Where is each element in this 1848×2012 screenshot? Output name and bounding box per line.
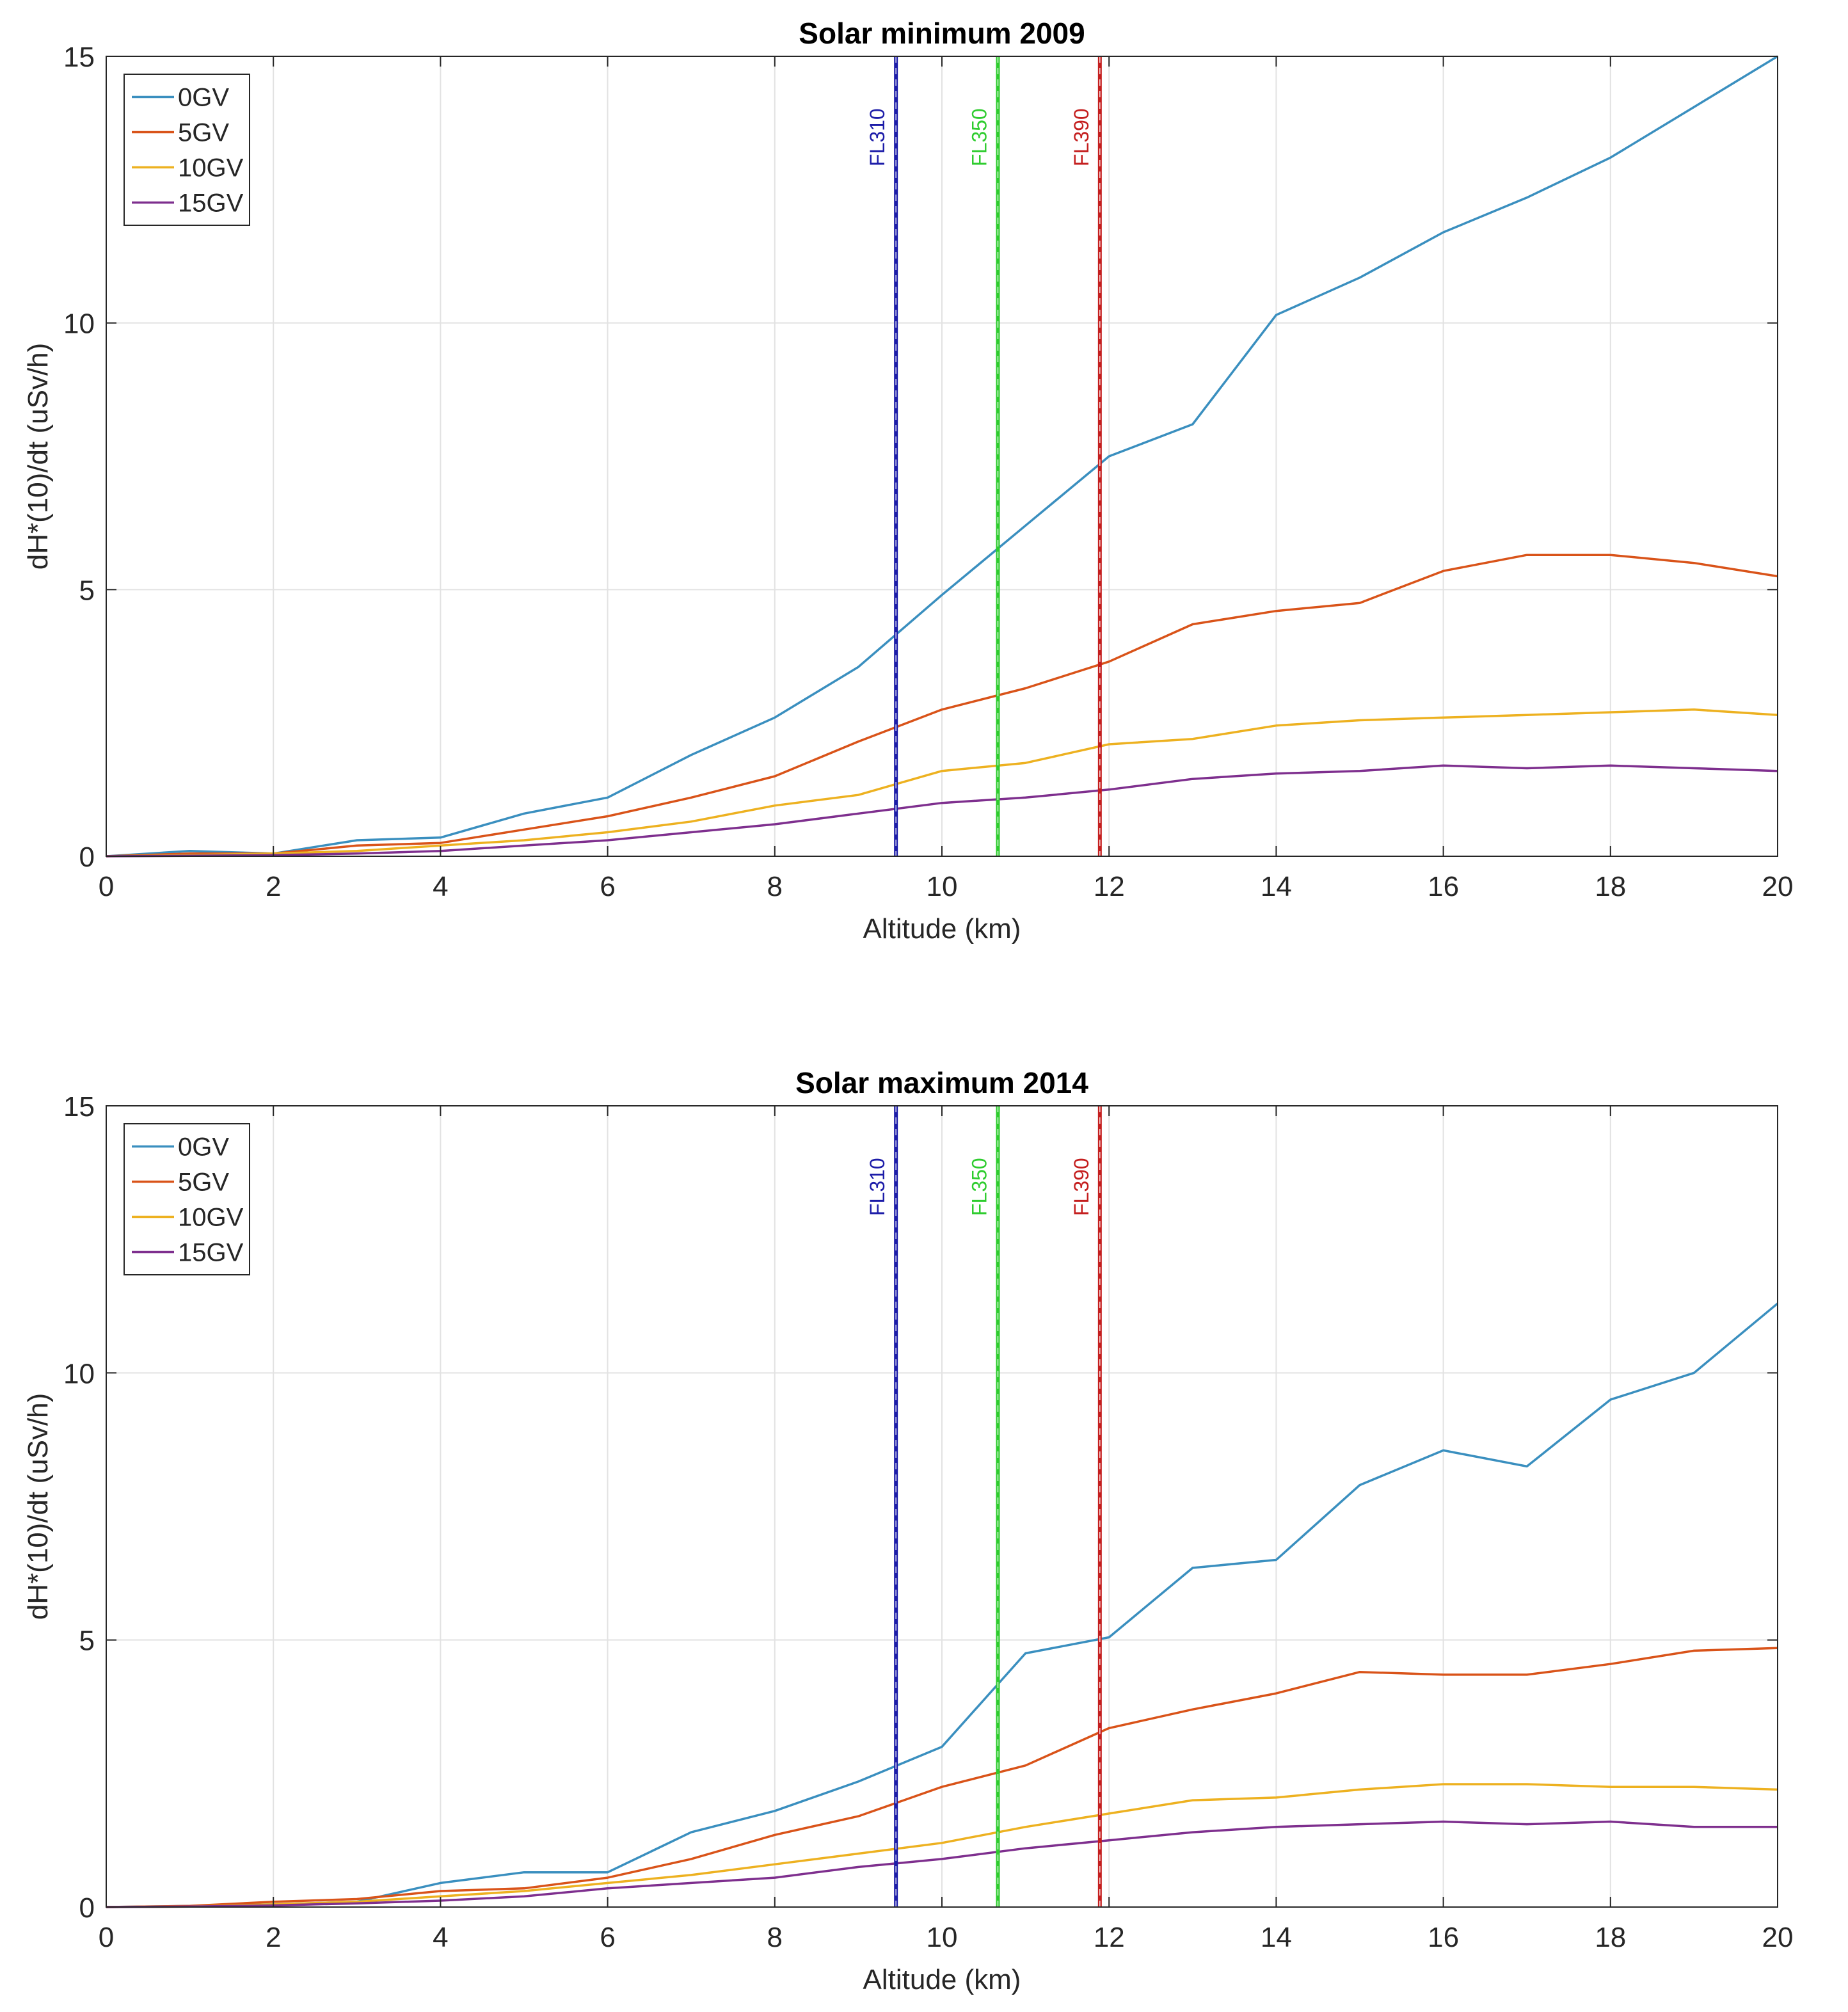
chart-title: Solar maximum 2014: [795, 1066, 1088, 1099]
series-line-5GV: [106, 554, 1778, 858]
legend-label: 0GV: [178, 1133, 229, 1162]
legend: 0GV 5GV 10GV 15GV: [123, 74, 250, 226]
x-tick-label: 0: [99, 1922, 114, 1953]
x-tick-label: 18: [1595, 871, 1626, 902]
legend-label: 5GV: [178, 1169, 229, 1197]
y-tick-label: 10: [63, 308, 95, 340]
legend: 0GV 5GV 10GV 15GV: [123, 1123, 250, 1275]
y-tick-label: 10: [63, 1358, 95, 1389]
legend-label: 10GV: [178, 154, 244, 182]
x-axis-label: Altitude (km): [863, 1964, 1021, 1995]
y-tick-label: 15: [63, 42, 95, 73]
x-tick-label: 10: [927, 1922, 958, 1953]
x-tick-label: 12: [1094, 871, 1125, 902]
chart-solar-minimum: FL310 FL350 FL390 0 2 4 6 8 10 12 14 16 18 20 0 5 10 15 So…: [22, 17, 1793, 945]
x-tick-label: 10: [927, 871, 958, 902]
x-tick-label: 16: [1428, 1922, 1459, 1953]
y-tick-label: 5: [79, 1625, 95, 1657]
x-tick-label: 12: [1094, 1922, 1125, 1953]
legend-label: 0GV: [178, 84, 229, 112]
y-tick-label: 0: [79, 1892, 95, 1924]
reference-label: FL390: [1070, 1158, 1093, 1216]
x-tick-label: 4: [433, 1922, 448, 1953]
y-tick-label: 15: [63, 1091, 95, 1122]
x-tick-label: 20: [1762, 871, 1794, 902]
x-tick-label: 18: [1595, 1922, 1626, 1953]
x-tick-label: 2: [266, 871, 281, 902]
reference-label: FL350: [968, 1158, 991, 1216]
x-tick-label: 8: [767, 871, 783, 902]
series-line-5GV: [106, 1647, 1778, 1908]
chart-title: Solar minimum 2009: [799, 17, 1085, 50]
reference-label: FL310: [866, 108, 889, 166]
x-tick-label: 2: [266, 1922, 281, 1953]
x-axis-label: Altitude (km): [863, 913, 1021, 945]
series-line-15GV: [106, 1820, 1778, 1908]
x-tick-label: 14: [1261, 1922, 1292, 1953]
x-tick-label: 4: [433, 871, 448, 902]
x-tick-label: 14: [1261, 871, 1292, 902]
series-line-10GV: [106, 1783, 1778, 1908]
legend-box: [123, 74, 250, 226]
x-tick-label: 20: [1762, 1922, 1794, 1953]
series-line-10GV: [106, 708, 1778, 858]
x-tick-label: 6: [600, 1922, 615, 1953]
reference-label: FL390: [1070, 108, 1093, 166]
legend-box: [123, 1123, 250, 1275]
x-tick-label: 8: [767, 1922, 783, 1953]
y-axis-label: dH*(10)/dt (uSv/h): [22, 1393, 54, 1620]
y-axis-label: dH*(10)/dt (uSv/h): [22, 343, 54, 570]
chart-solar-maximum: FL310 FL350 FL390 0 2 4 6 8 10 12 14 16 18 20 0 5 10 15 So…: [22, 1066, 1793, 1995]
reference-label: FL310: [866, 1158, 889, 1216]
x-tick-label: 6: [600, 871, 615, 902]
legend-label: 15GV: [178, 189, 244, 218]
reference-label: FL350: [968, 108, 991, 166]
y-tick-label: 0: [79, 842, 95, 873]
x-tick-label: 16: [1428, 871, 1459, 902]
series-line-0GV: [106, 55, 1778, 858]
legend-label: 5GV: [178, 119, 229, 147]
series-line-15GV: [106, 764, 1778, 858]
y-tick-label: 5: [79, 575, 95, 606]
x-tick-label: 0: [99, 871, 114, 902]
legend-label: 15GV: [178, 1239, 244, 1267]
legend-label: 10GV: [178, 1204, 244, 1232]
